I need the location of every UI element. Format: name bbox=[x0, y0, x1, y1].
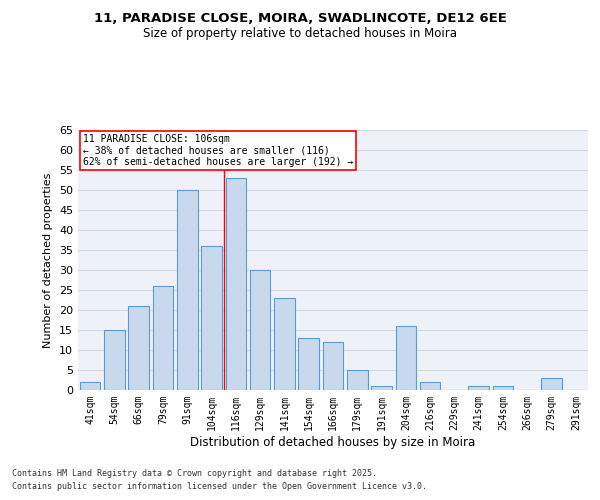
Bar bbox=[493, 386, 514, 390]
Bar bbox=[250, 270, 271, 390]
Text: Size of property relative to detached houses in Moira: Size of property relative to detached ho… bbox=[143, 28, 457, 40]
Bar bbox=[177, 190, 197, 390]
Bar bbox=[201, 246, 222, 390]
Bar bbox=[152, 286, 173, 390]
Bar bbox=[104, 330, 125, 390]
Bar bbox=[420, 382, 440, 390]
Bar bbox=[469, 386, 489, 390]
Bar bbox=[298, 338, 319, 390]
Text: 11, PARADISE CLOSE, MOIRA, SWADLINCOTE, DE12 6EE: 11, PARADISE CLOSE, MOIRA, SWADLINCOTE, … bbox=[94, 12, 506, 26]
Bar bbox=[395, 326, 416, 390]
Text: Contains public sector information licensed under the Open Government Licence v3: Contains public sector information licen… bbox=[12, 482, 427, 491]
Text: 11 PARADISE CLOSE: 106sqm
← 38% of detached houses are smaller (116)
62% of semi: 11 PARADISE CLOSE: 106sqm ← 38% of detac… bbox=[83, 134, 353, 167]
Bar bbox=[323, 342, 343, 390]
Bar bbox=[128, 306, 149, 390]
Bar bbox=[347, 370, 368, 390]
Y-axis label: Number of detached properties: Number of detached properties bbox=[43, 172, 53, 348]
Text: Contains HM Land Registry data © Crown copyright and database right 2025.: Contains HM Land Registry data © Crown c… bbox=[12, 468, 377, 477]
X-axis label: Distribution of detached houses by size in Moira: Distribution of detached houses by size … bbox=[190, 436, 476, 448]
Bar bbox=[371, 386, 392, 390]
Bar bbox=[541, 378, 562, 390]
Bar bbox=[80, 382, 100, 390]
Bar bbox=[274, 298, 295, 390]
Bar bbox=[226, 178, 246, 390]
